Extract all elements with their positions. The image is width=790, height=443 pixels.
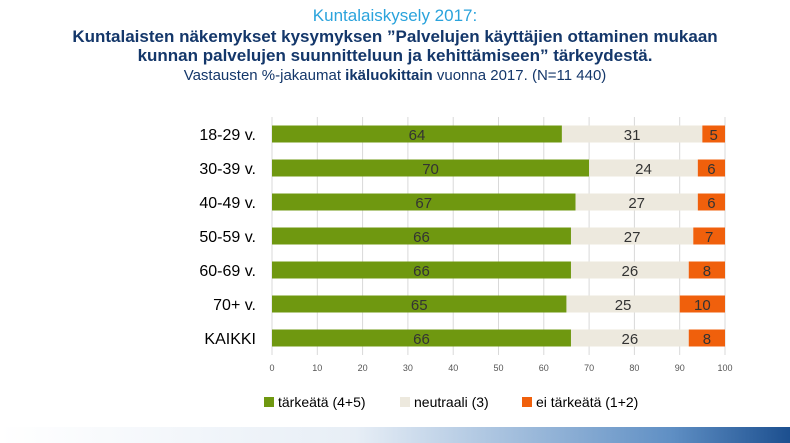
footer-gradient-bar (0, 427, 790, 443)
bar-segment (697, 193, 725, 211)
legend-label: tärkeätä (4+5) (278, 394, 366, 410)
chart-note-bold: ikäluokittain (345, 67, 433, 84)
bar-segment (693, 227, 725, 245)
x-tick-label: 50 (493, 363, 503, 373)
chart-title: Kuntalaiskysely 2017: (312, 6, 478, 25)
legend-swatch (264, 397, 274, 407)
data-label: 8 (703, 263, 711, 280)
category-label: 30-39 v. (199, 161, 256, 178)
x-tick-label: 0 (269, 363, 274, 373)
bar-segment (561, 125, 703, 143)
data-label: 7 (705, 229, 713, 246)
category-label: 60-69 v. (199, 263, 256, 280)
bar-segment (272, 193, 576, 211)
data-label: 65 (411, 297, 428, 314)
bar-segment (570, 329, 689, 347)
data-label: 5 (710, 127, 718, 144)
bar-segment (575, 193, 698, 211)
bar-segment (679, 295, 725, 313)
chart-subtitle-line-1: Kuntalaisten näkemykset kysymyksen ”Palv… (72, 27, 718, 46)
data-label: 26 (622, 331, 639, 348)
category-label: 18-29 v. (199, 127, 256, 144)
x-tick-label: 30 (403, 363, 413, 373)
data-label: 66 (413, 229, 430, 246)
chart-note-post: vuonna 2017. (N=11 440) (432, 67, 607, 84)
data-label: 24 (635, 161, 652, 178)
chart-subtitle: Kuntalaisten näkemykset kysymyksen ”Palv… (0, 27, 790, 65)
legend: tärkeätä (4+5) neutraali (3) ei tärkeätä (… (264, 394, 638, 410)
bar-segment (688, 329, 725, 347)
bar-segment (272, 227, 571, 245)
bar-segment (702, 125, 725, 143)
data-label: 31 (624, 127, 641, 144)
x-tick-label: 20 (358, 363, 368, 373)
data-label: 6 (707, 195, 715, 212)
bars (272, 125, 725, 347)
legend-swatch (400, 397, 410, 407)
x-tick-label: 90 (675, 363, 685, 373)
bar-segment (272, 329, 571, 347)
bar-segment (589, 159, 698, 177)
data-label: 27 (624, 229, 641, 246)
data-label: 8 (703, 331, 711, 348)
chart-note: Vastausten %-jakaumat ikäluokittain vuon… (0, 67, 790, 84)
bar-segment (272, 125, 562, 143)
data-label: 70 (422, 161, 439, 178)
x-tick-label: 70 (584, 363, 594, 373)
data-label: 25 (615, 297, 632, 314)
data-label: 6 (707, 161, 715, 178)
category-label: 50-59 v. (199, 229, 256, 246)
bar-segment (697, 159, 725, 177)
legend-swatch (522, 397, 532, 407)
bar-segment (272, 295, 567, 313)
bar-segment (688, 261, 725, 279)
category-label: 70+ v. (213, 297, 256, 314)
bar-segment (566, 295, 680, 313)
bar-segment (570, 227, 694, 245)
data-label: 26 (622, 263, 639, 280)
x-tick-label: 60 (539, 363, 549, 373)
data-label: 64 (409, 127, 426, 144)
legend-label: ei tärkeätä (1+2) (536, 394, 638, 410)
chart-subtitle-line-2: kunnan palvelujen suunnitteluun ja kehit… (137, 46, 653, 65)
x-tick-label: 80 (629, 363, 639, 373)
chart-note-pre: Vastausten %-jakaumat (183, 67, 346, 84)
x-axis-ticks: 0 10 20 30 40 50 60 70 80 90 100 (269, 363, 732, 373)
legend-label: neutraali (3) (414, 394, 489, 410)
category-label: 40-49 v. (199, 195, 256, 212)
x-tick-label: 100 (717, 363, 732, 373)
category-label: KAIKKI (204, 331, 256, 348)
data-label: 66 (413, 331, 430, 348)
data-label: 10 (694, 297, 711, 314)
x-tick-label: 10 (312, 363, 322, 373)
bar-segment (272, 261, 571, 279)
x-tick-label: 40 (448, 363, 458, 373)
category-labels: 18-29 v. 30-39 v. 40-49 v. 50-59 v. 60-69 v.… (199, 127, 256, 348)
data-label: 27 (628, 195, 645, 212)
data-label: 66 (413, 263, 430, 280)
data-label: 67 (415, 195, 432, 212)
bar-segment (570, 261, 689, 279)
bar-segment (272, 159, 590, 177)
